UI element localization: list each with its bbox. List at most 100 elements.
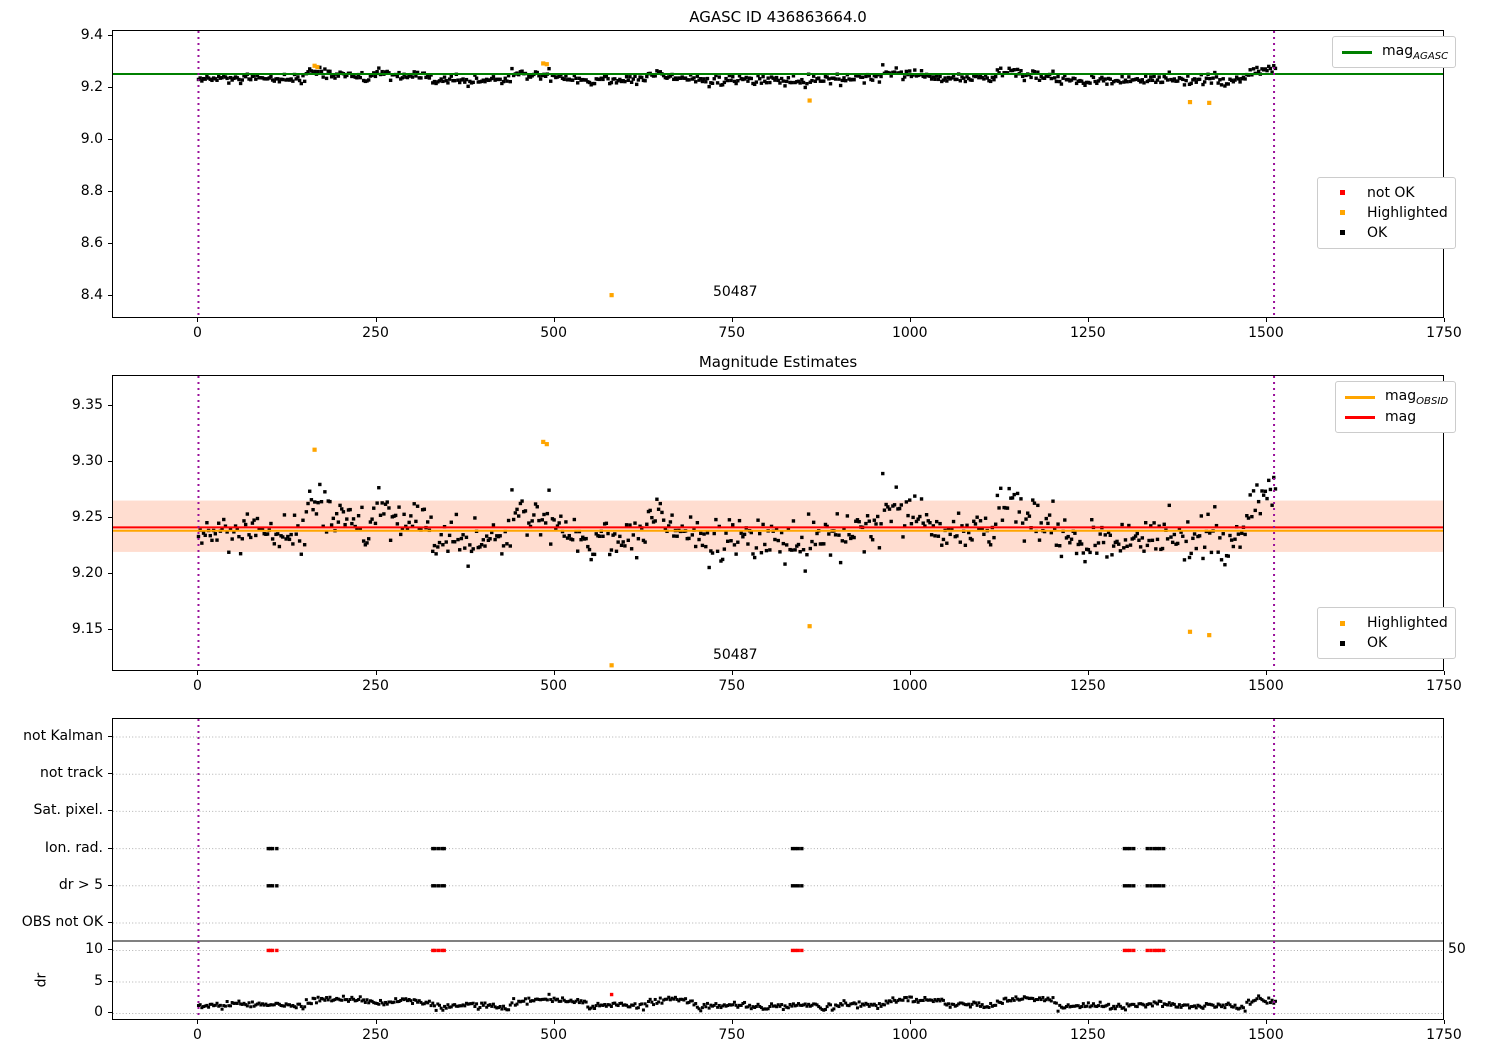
dr-point [448,1005,452,1009]
data-point-ok [1256,69,1261,74]
dr-point [301,1007,305,1011]
dr-point [943,1002,947,1006]
dr-point [1216,1002,1220,1006]
dr-point [240,1002,244,1006]
legend-swatch [1325,620,1359,626]
dr-point [375,1002,379,1006]
dr-point [901,998,905,1002]
dr-point [287,1003,291,1007]
dr-point [1026,996,1030,1000]
data-point-ok [1090,517,1094,522]
dr-point [276,1001,280,1005]
dr-point [805,1004,809,1008]
dr-point [400,997,404,1001]
data-point-ok [727,518,732,522]
data-point-ok [774,75,779,80]
data-point-ok [784,79,789,84]
data-point-ok [240,78,244,82]
panel-magnitude-estimates-xtick-500: 500 [540,678,567,694]
data-point-ok [597,534,602,539]
dr-point [539,998,543,1002]
data-point-ok [387,71,391,75]
data-point-ok [911,515,915,520]
data-point-ok [975,515,979,519]
data-point-ok [351,517,356,521]
dr-point [667,995,671,999]
dr-point [963,1003,967,1007]
data-point-ok [1213,70,1217,75]
data-point-ok [324,76,329,81]
data-point-ok [449,74,453,78]
legend-swatch [1343,415,1377,419]
data-point-ok [1034,76,1038,80]
data-point-ok [1267,64,1271,69]
data-point-ok [356,513,361,518]
data-point-ok [970,538,974,542]
dr-point [308,1001,312,1005]
panel-flags-xtick-1750: 1750 [1426,1027,1462,1043]
dr-point [780,1003,784,1007]
data-point-ok [380,69,384,74]
data-point-ok [700,79,705,84]
data-point-ok [771,76,775,80]
data-point-ok [1149,75,1153,79]
dr-point [687,1000,691,1004]
data-point-ok [672,534,676,538]
data-point-ok [1243,77,1247,81]
data-point-ok [884,502,888,507]
data-point-ok [287,537,292,542]
dr-point [331,998,335,1002]
data-point-ok [739,531,743,535]
data-point-ok [269,74,273,79]
data-point-ok [773,537,777,542]
dr-point [1208,1002,1212,1006]
data-point-ok [709,549,713,553]
dr-point [930,998,934,1002]
dr-point [609,1004,613,1008]
data-point-ok [987,540,991,544]
y-tick [108,294,112,296]
dr-point [613,1001,617,1005]
dr-point [695,1005,699,1009]
dr-point [325,996,329,1000]
flag-marker [442,884,446,888]
data-point-ok [395,74,400,79]
flag-marker [1122,884,1127,888]
flag-tick [108,847,112,849]
dr-point [547,992,551,996]
dr-point [247,1001,251,1005]
dr-point [960,1001,964,1005]
dr-outlier-point [1155,948,1159,953]
dr-point [855,1006,859,1010]
data-point-ok [608,552,612,557]
data-point-ok [1226,554,1230,558]
data-point-ok [668,520,673,524]
dr-point [635,1006,639,1010]
flag-marker [431,884,435,888]
data-point-ok [737,74,742,78]
data-point-ok [587,80,592,85]
data-point-ok [1015,491,1020,496]
data-point-ok [791,519,796,523]
data-point-ok [555,524,560,528]
data-point-ok [1143,520,1148,525]
data-point-ok [324,530,329,534]
dr-outlier-point [800,948,804,953]
data-point-ok [557,521,561,525]
dr-point [250,1000,254,1004]
data-point-ok [860,75,865,80]
dr-point [653,997,657,1001]
dr-point [677,999,681,1003]
data-point-ok [584,78,588,82]
data-point-ok [306,501,310,506]
data-point-ok [699,531,703,536]
data-point-ok [340,507,344,511]
data-point-ok [645,522,649,526]
data-point-ok [1233,537,1237,541]
y-tick [108,461,112,462]
data-point-ok [867,519,871,523]
data-point-ok [1197,534,1202,538]
dr-point [957,1002,961,1006]
dr-point [754,1004,758,1008]
data-point-ok [1019,68,1023,73]
